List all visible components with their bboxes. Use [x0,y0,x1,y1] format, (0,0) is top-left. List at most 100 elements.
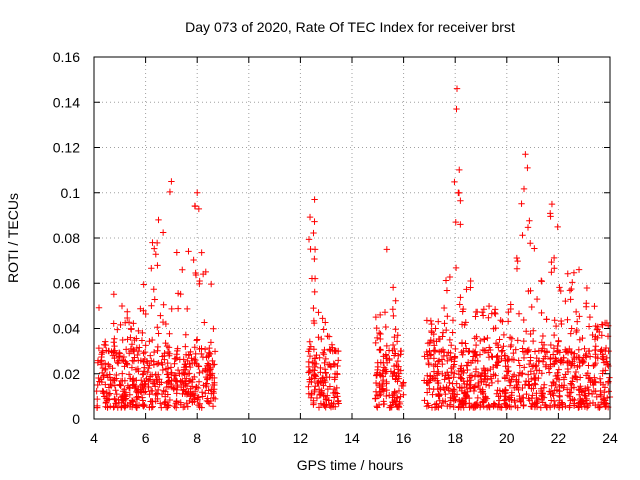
data-point [125,384,133,391]
data-point [505,356,513,363]
data-point [477,373,485,380]
data-point [467,359,475,367]
data-point [207,339,215,346]
data-point [435,318,442,325]
data-point [173,249,181,256]
data-point [436,384,444,392]
data-point [306,213,314,221]
data-point [450,403,457,411]
data-point [486,403,493,411]
data-point [542,353,549,360]
data-point [585,347,592,355]
data-point [480,306,488,313]
y-tick-label: 0.16 [53,49,80,65]
data-point [168,178,175,185]
data-point [577,383,584,390]
data-point [484,334,491,342]
data-point [550,254,558,262]
data-point [191,373,198,381]
data-point [128,341,136,348]
data-point [525,382,532,389]
data-point [449,317,457,324]
data-point [142,342,149,349]
data-point [549,360,557,367]
data-point [110,339,117,346]
data-point [455,403,463,410]
data-point [146,338,153,345]
data-point [158,390,166,398]
data-point [459,351,466,358]
data-point [482,396,489,404]
data-point [100,388,107,395]
data-point [602,344,610,352]
data-point [110,349,117,356]
data-point [193,383,200,391]
data-point [525,360,533,368]
data-point [441,376,448,383]
data-point [582,352,589,359]
data-point [133,344,141,352]
data-point [501,374,509,381]
data-point [597,379,604,386]
data-point [588,390,596,398]
data-point [113,400,120,407]
data-point [574,318,581,325]
data-point [101,366,109,374]
data-point [467,284,474,291]
data-point [529,337,537,345]
data-point [124,401,131,409]
data-point [472,352,480,359]
data-point [132,366,140,373]
data-point [494,377,502,385]
data-point [394,403,401,411]
data-point [121,319,129,326]
data-point [309,366,317,374]
data-point [519,345,526,352]
data-point [133,335,140,342]
data-point [564,270,571,277]
data-point [159,318,167,326]
data-point [394,332,401,339]
data-point [176,370,183,378]
data-point [494,358,502,366]
data-point [493,390,501,397]
data-point [139,402,147,409]
data-point [324,332,331,340]
data-point [569,374,577,382]
data-point [204,398,212,405]
data-point [488,353,495,360]
data-point [173,351,180,358]
data-point [182,360,189,368]
data-point [188,355,195,362]
data-point [316,354,323,361]
data-point [441,320,448,327]
data-point [196,369,203,376]
data-point [421,377,428,384]
data-point [461,389,469,396]
x-tick-label: 18 [447,430,463,446]
data-point [564,316,571,323]
data-point [462,319,469,326]
data-point [121,377,129,384]
data-point [151,245,158,252]
data-point [392,375,399,382]
data-point [167,380,175,388]
data-point [472,313,479,320]
data-point [199,393,206,400]
data-point [557,287,564,295]
data-point [458,397,466,405]
data-point [562,346,569,353]
data-point [139,371,146,378]
data-point [305,363,313,371]
data-point [435,379,442,387]
data-point [322,369,329,376]
data-point [106,390,114,397]
data-point [377,330,384,338]
data-point [547,355,554,363]
data-point [392,297,399,304]
data-point [145,377,152,384]
data-point [162,365,170,373]
data-point [204,376,211,383]
data-point [537,404,545,411]
data-point [101,360,109,367]
